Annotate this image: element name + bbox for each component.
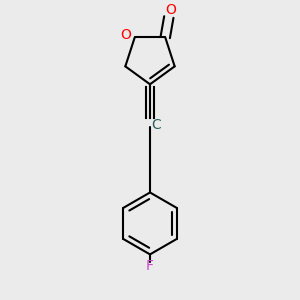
Text: F: F (146, 259, 154, 273)
Text: O: O (120, 28, 131, 42)
Text: O: O (165, 3, 176, 17)
Text: C: C (152, 118, 161, 132)
